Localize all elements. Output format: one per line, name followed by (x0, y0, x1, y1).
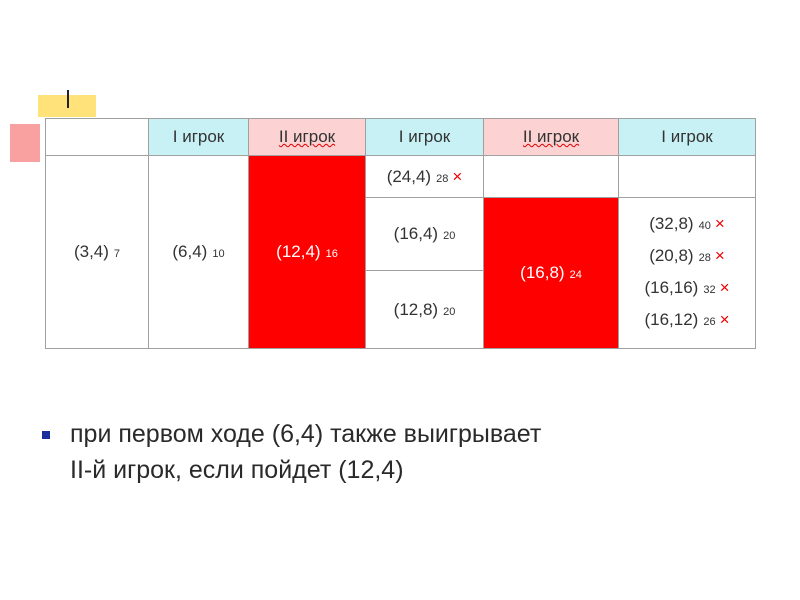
score: 26 (703, 316, 716, 328)
cross: × (719, 278, 730, 297)
cell: (16,8) 24 (483, 197, 619, 349)
header-text: I игрок (172, 127, 225, 146)
header-text: II игрок (278, 127, 336, 146)
score: 28 (698, 252, 711, 264)
move: (12,8) (393, 299, 439, 319)
deco-tick (67, 90, 69, 108)
move: (20,8) (649, 246, 694, 265)
score: 32 (703, 284, 716, 296)
move: (6,4) (172, 242, 208, 261)
cell: (12,8) 20 (365, 270, 484, 349)
deco-pink (10, 124, 40, 162)
header-cell: II игрок (248, 118, 366, 156)
cross: × (714, 246, 725, 265)
header-text: I игрок (661, 127, 713, 146)
header-cell: I игрок (365, 118, 484, 156)
bullet-marker (42, 431, 50, 439)
cross: × (719, 310, 730, 329)
move: (16,12) (644, 310, 699, 329)
bullet-line: II-й игрок, если пойдет (12,4) (70, 456, 404, 484)
cell: (32,8) 40 × (20,8) 28 × (16,16) 32 × (16,12) 26… (618, 197, 756, 349)
score: 40 (698, 220, 711, 232)
score: 24 (569, 269, 582, 281)
move: (12,4) (276, 242, 321, 261)
header-cell (45, 118, 149, 156)
score: 7 (113, 248, 121, 260)
score: 20 (443, 305, 456, 318)
cell: (3,4) 7 (45, 155, 149, 349)
cell: (16,4) 20 (365, 197, 484, 271)
bullet-line: при первом ходе (6,4) также выигрывает (70, 420, 542, 448)
score: 20 (443, 230, 456, 242)
cell: (6,4) 10 (148, 155, 249, 349)
bullet-text: при первом ходе (6,4) также выигрывает I… (70, 416, 541, 488)
header-cell: II игрок (483, 118, 619, 156)
cell (483, 155, 619, 198)
move: (3,4) (73, 242, 109, 261)
line: (20,8) 28 × (619, 241, 755, 273)
move: (16,16) (644, 278, 699, 297)
move: (16,4) (393, 224, 439, 243)
cell (618, 155, 756, 198)
game-table: I игрок II игрок I игрок II игрок I игро… (45, 118, 756, 349)
line: (32,8) 40 × (619, 209, 755, 241)
cross: × (714, 214, 725, 233)
cross: × (452, 166, 463, 186)
header-text: II игрок (522, 127, 580, 146)
line: (16,16) 32 × (619, 273, 755, 305)
cell: (24,4) 28 × (365, 155, 484, 198)
cell: (12,4) 16 (248, 155, 366, 349)
header-text: I игрок (398, 127, 451, 146)
move: (24,4) (386, 166, 432, 186)
move: (16,8) (520, 263, 565, 282)
line: (16,12) 26 × (619, 305, 755, 337)
header-cell: I игрок (148, 118, 249, 156)
score: 28 (436, 172, 449, 185)
header-cell: I игрок (618, 118, 756, 156)
score: 10 (212, 248, 225, 260)
move: (32,8) (649, 214, 694, 233)
score: 16 (325, 248, 338, 260)
